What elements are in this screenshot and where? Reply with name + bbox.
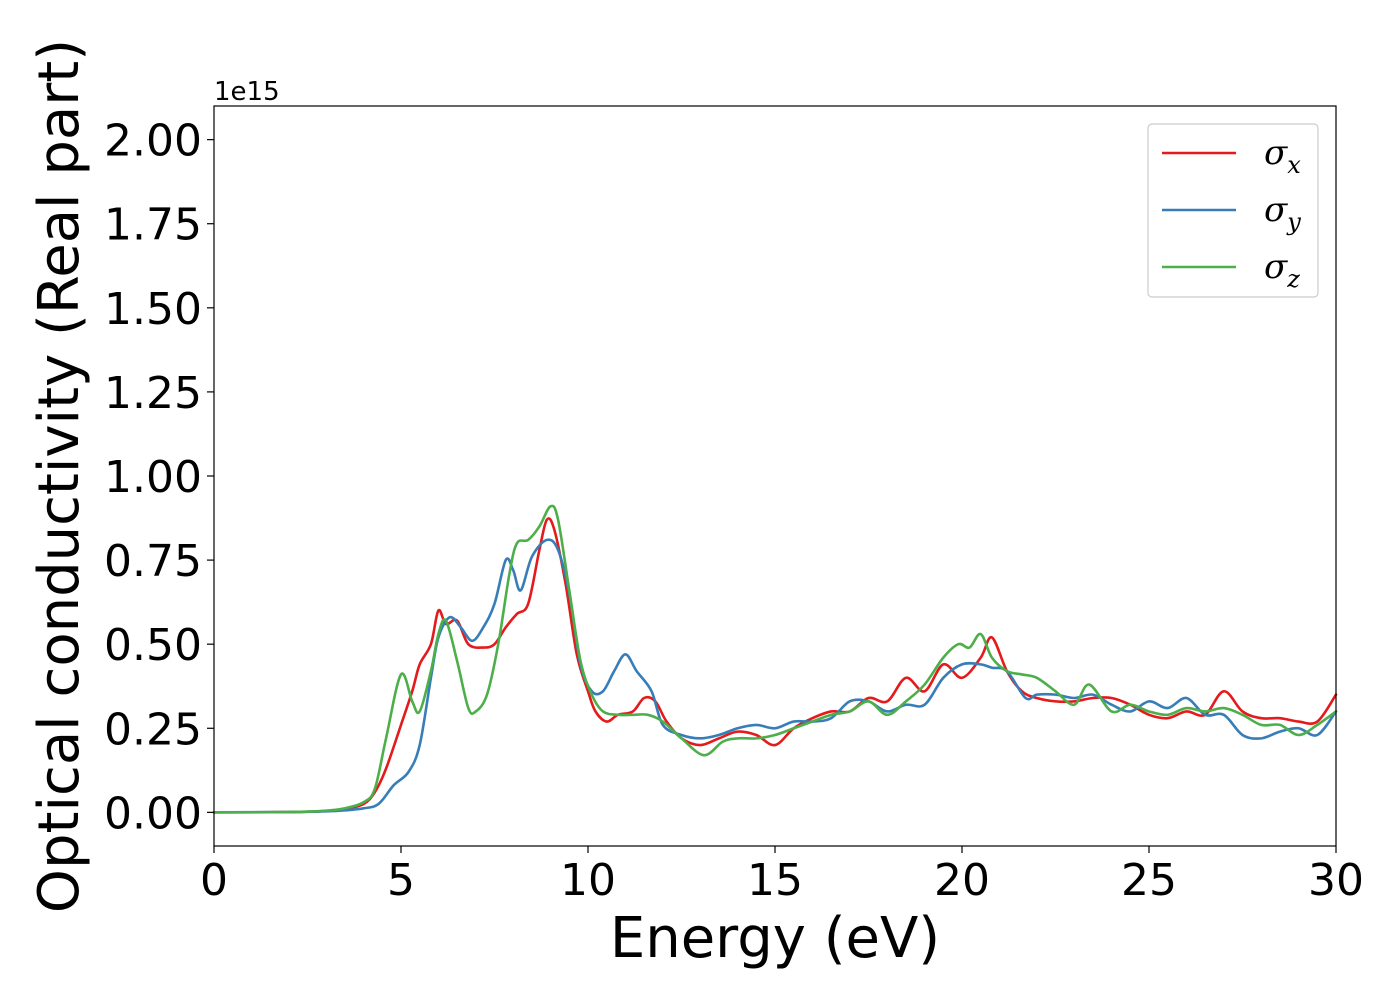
- series-line-x: [212, 517, 1338, 814]
- legend-symbol: σ: [1264, 133, 1288, 173]
- y-offset-label: 1e15: [214, 77, 280, 107]
- y-tick-label: 0.25: [104, 704, 202, 755]
- legend-label-y: σy: [1264, 190, 1301, 236]
- series-line-z: [212, 504, 1338, 814]
- x-tick-label: 5: [387, 855, 415, 906]
- x-tick-label: 15: [747, 855, 803, 906]
- y-axis-ticks: 0.00 0.25 0.50 0.75 1.00 1.25 1.50 1.75 2.00: [104, 116, 214, 839]
- y-tick-label: 0.00: [104, 788, 202, 839]
- y-tick-label: 0.50: [104, 620, 202, 671]
- y-tick-label: 1.25: [104, 368, 202, 419]
- legend-subscript: y: [1286, 208, 1301, 236]
- series-line-y: [212, 538, 1338, 814]
- x-tick-label: 20: [934, 855, 990, 906]
- legend-subscript: z: [1286, 265, 1300, 293]
- x-axis-ticks: 0 5 10 15 20 25 30: [200, 846, 1364, 906]
- x-tick-label: 30: [1308, 855, 1364, 906]
- series-layer: [212, 504, 1338, 814]
- y-tick-label: 2.00: [104, 116, 202, 167]
- y-axis-label: Optical conductivity (Real part): [27, 39, 92, 913]
- legend-symbol: σ: [1264, 190, 1288, 230]
- y-tick-label: 1.50: [104, 284, 202, 335]
- legend-label-z: σz: [1264, 247, 1300, 293]
- x-tick-label: 10: [560, 855, 616, 906]
- y-tick-label: 1.75: [104, 200, 202, 251]
- x-axis-label: Energy (eV): [610, 906, 940, 971]
- legend-symbol: σ: [1264, 247, 1288, 287]
- y-tick-label: 0.75: [104, 536, 202, 587]
- legend-label-x: σx: [1264, 133, 1301, 179]
- legend-subscript: x: [1287, 151, 1301, 179]
- x-tick-label: 25: [1121, 855, 1177, 906]
- x-tick-label: 0: [200, 855, 228, 906]
- y-tick-label: 1.00: [104, 452, 202, 503]
